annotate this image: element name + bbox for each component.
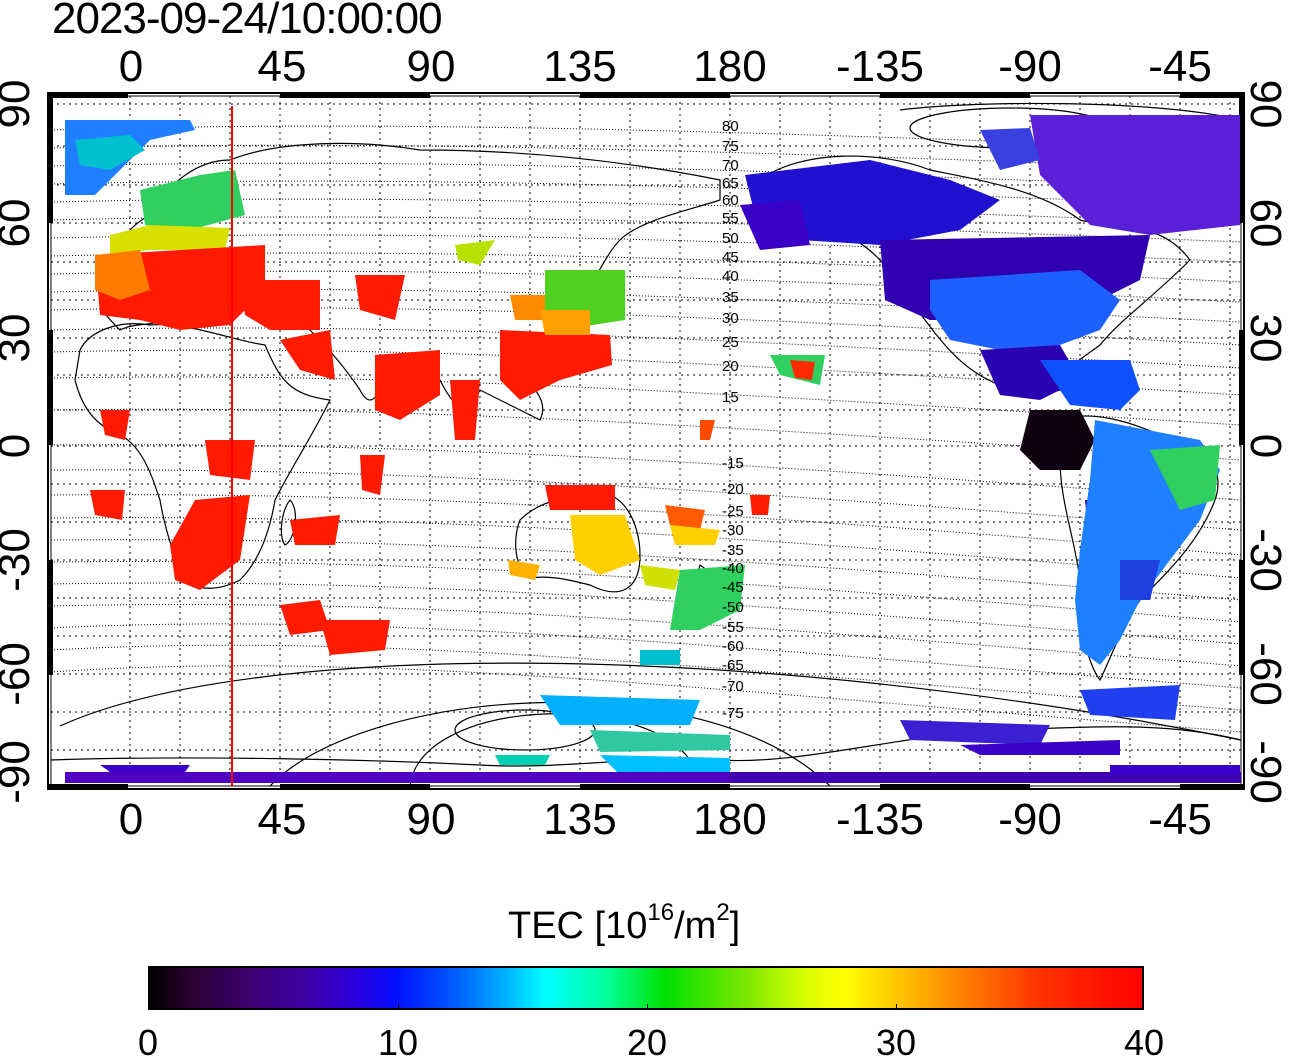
contour-label: 45 [722,249,739,266]
frame-scale-bars [48,93,1244,789]
lon-tick-bottom: 135 [543,795,617,844]
lat-tick-right: 30 [1241,313,1290,363]
lat-tick-left: 30 [0,313,39,363]
contour-label: -55 [722,619,744,636]
lat-tick-left: -60 [0,642,39,706]
contour-label-group: 80 75 70 65 60 55 50 45 40 35 30 25 20 1… [722,118,744,722]
lat-tick-right: 0 [1241,433,1290,459]
contour-label: -30 [722,522,744,539]
colorbar-tick: 0 [137,1022,159,1063]
lat-tick-left: -30 [0,528,39,592]
lon-tick-bottom: -45 [1148,795,1212,844]
contour-label: 70 [722,157,739,174]
contour-label: 35 [722,289,739,306]
contour-label: -20 [722,481,744,498]
lat-tick-right: 60 [1241,198,1290,248]
colorbar-title-unit: /m [674,905,717,947]
lon-tick-top: 180 [693,42,767,91]
tec-data-points [65,115,1241,783]
contour-label: 40 [722,268,739,285]
tec-colorbar [148,966,1144,1010]
lon-tick-top: 90 [406,42,456,91]
contour-label: 65 [722,175,739,192]
colorbar-tick: 10 [377,1022,419,1063]
colorbar-title-main: TEC [10 [508,905,648,947]
lat-tick-right: -60 [1241,642,1290,706]
colorbar-tick: 40 [1123,1022,1165,1063]
lat-tick-left: 0 [0,434,40,458]
contour-label: -60 [722,638,744,655]
lon-tick-top: -90 [998,42,1062,91]
lon-tick-bottom: -135 [835,795,925,844]
lon-tick-top: -45 [1148,42,1212,91]
colorbar-title-end: ] [729,905,741,947]
contour-label: 30 [722,310,739,327]
lat-tick-left: 90 [0,79,39,129]
colorbar-title: TEC [1016/m2] [508,899,741,948]
lon-tick-bottom: 90 [406,795,456,844]
colorbar-tick: 20 [626,1022,668,1063]
contour-label: 75 [722,138,739,155]
lon-tick-bottom: 45 [257,795,307,844]
lon-tick-top: 135 [543,42,617,91]
map-timestamp: 2023-09-24/10:00:00 [52,0,443,43]
contour-label: -50 [722,599,744,616]
lon-tick-top: 45 [257,42,307,91]
colorbar-tick: 30 [875,1022,917,1063]
contour-label: -75 [722,705,744,722]
contour-label: 15 [722,389,739,406]
contour-label: -35 [722,542,744,559]
lat-tick-left: 60 [0,198,39,248]
contour-label: -25 [722,503,744,520]
lon-tick-top: 0 [118,42,144,91]
lat-tick-left: -90 [0,740,39,804]
lon-tick-bottom: -90 [998,795,1062,844]
contour-label: 20 [722,358,739,375]
colorbar-title-exponent: 16 [647,899,675,926]
lon-tick-bottom: 180 [693,795,767,844]
contour-label: -65 [722,657,744,674]
lon-tick-top: -135 [835,42,925,91]
contour-label: -15 [722,455,744,472]
lat-tick-right: -90 [1241,740,1290,804]
contour-label: 25 [722,334,739,351]
contour-label: -40 [722,560,744,577]
contour-label: 55 [722,210,739,227]
africa-outline [74,323,331,589]
contour-label: 50 [722,230,739,247]
contour-label: -45 [722,579,744,596]
lat-tick-right: 90 [1241,79,1290,129]
contour-label: 60 [722,192,739,209]
lon-tick-bottom: 0 [118,795,144,844]
contour-label: 80 [722,118,739,135]
lat-tick-right: -30 [1241,528,1290,592]
colorbar-title-unit-exponent: 2 [716,899,730,926]
contour-label: -70 [722,678,744,695]
